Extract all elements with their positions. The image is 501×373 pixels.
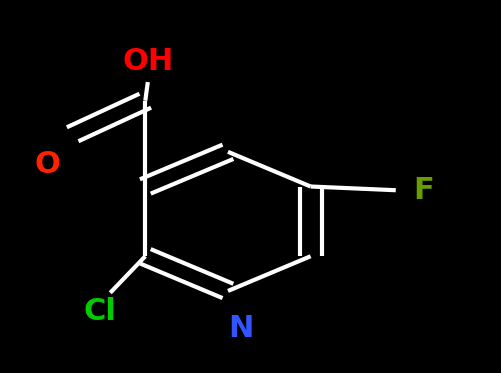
Text: N: N [228, 314, 253, 343]
Text: O: O [35, 150, 61, 179]
Text: Cl: Cl [84, 297, 117, 326]
Text: F: F [413, 176, 434, 205]
Text: OH: OH [122, 47, 173, 76]
